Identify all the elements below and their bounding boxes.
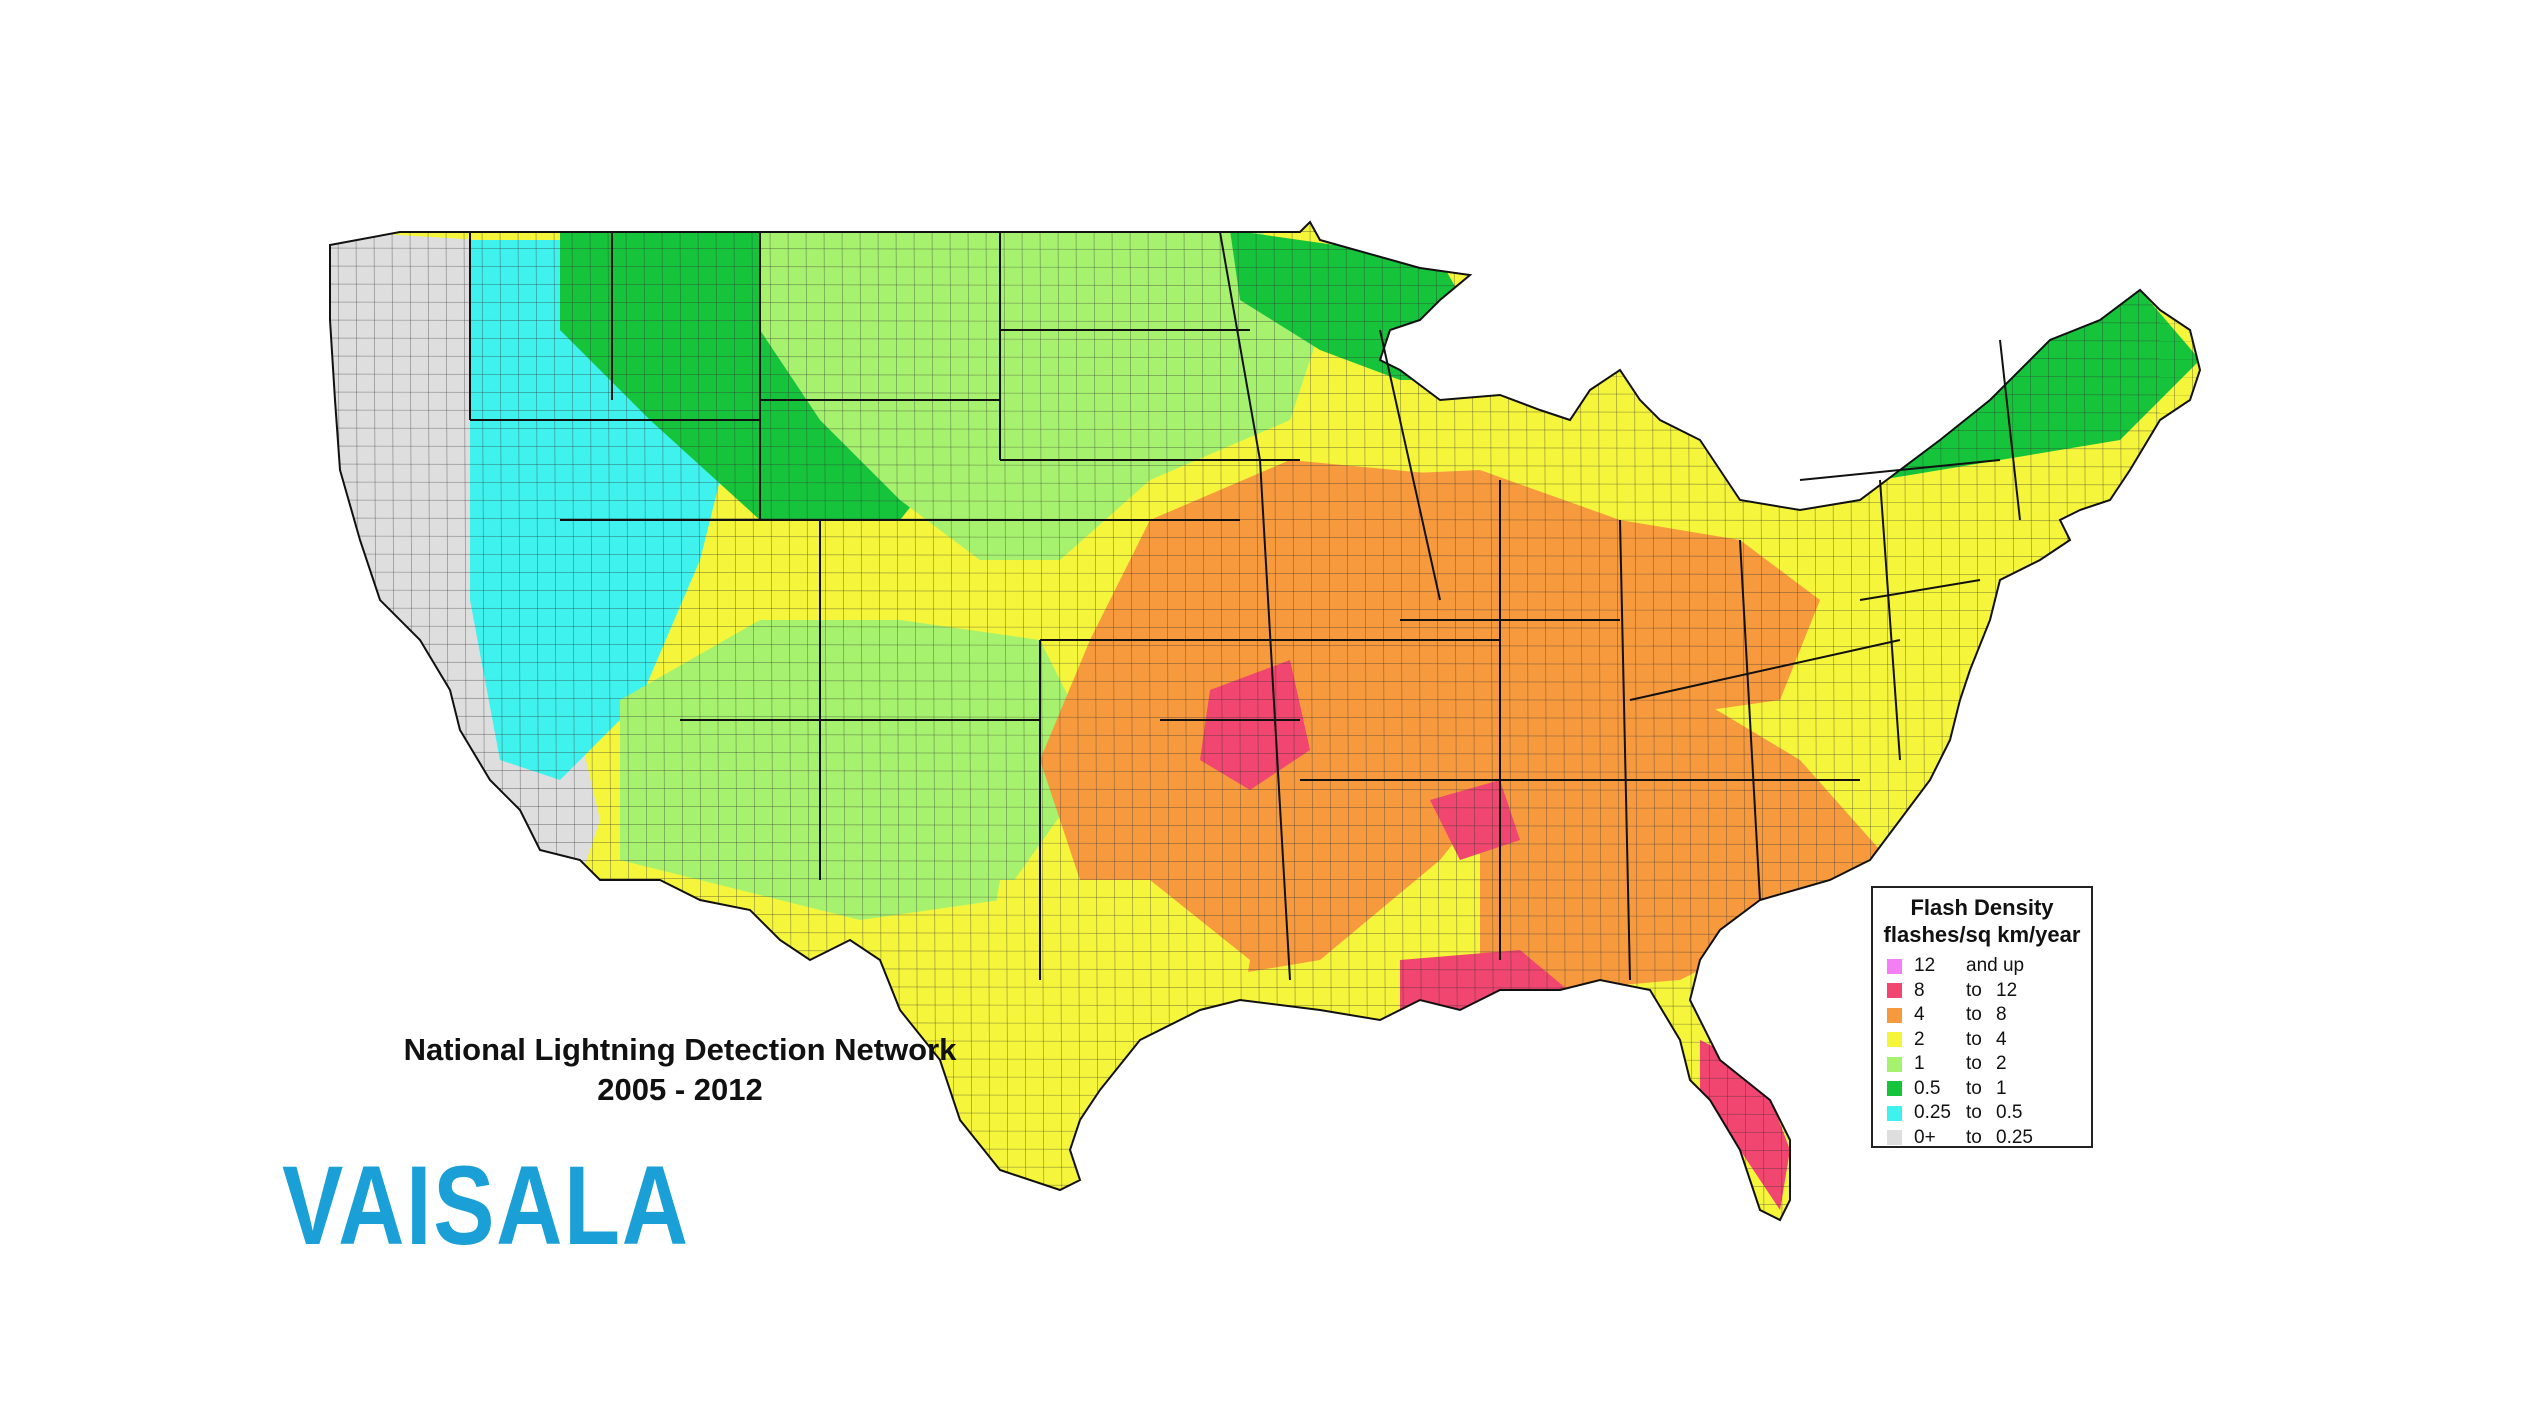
map-title-line1: National Lightning Detection Network — [403, 1032, 957, 1067]
state-border — [1379, 329, 1441, 601]
state-border — [1219, 231, 1261, 461]
legend-swatch — [1887, 1130, 1902, 1146]
legend-range-sep: to — [1966, 1077, 1982, 1099]
legend-item: 0+ to 0.25 — [1887, 1126, 2091, 1151]
legend-range-sep: to — [1966, 1102, 1982, 1124]
county-line — [1093, 222, 1099, 1220]
density-region — [760, 230, 1330, 560]
state-border — [1629, 639, 1901, 701]
legend-item: 4 to 8 — [1887, 1003, 2091, 1028]
legend-range-sep: to — [1966, 1126, 1982, 1148]
legend-range-high: 0.25 — [1996, 1126, 2033, 1148]
legend-range-low: 12 — [1914, 955, 1936, 977]
density-hotspot — [1270, 540, 1400, 620]
legend-swatch — [1887, 1007, 1902, 1023]
state-border — [1619, 519, 1631, 981]
county-line — [330, 805, 2200, 810]
legend-item: 1 to 2 — [1887, 1052, 2091, 1077]
legend-title-line1: Flash Density — [1910, 895, 2054, 920]
legend-range-sep: to — [1966, 1028, 1982, 1050]
legend-range-high: 4 — [1996, 1028, 2007, 1050]
county-line — [330, 733, 2200, 738]
legend-range-high: 12 — [1996, 979, 2018, 1001]
county-line — [330, 715, 2200, 720]
county-line — [330, 517, 2200, 522]
legend-items: 12 and up 8 to 12 4 to 8 2 to 4 1 to 2 0.5 to 1 0.25 to 0.5… — [1873, 954, 2091, 1150]
county-line — [330, 535, 2200, 540]
legend-range-sep: to — [1966, 1004, 1982, 1026]
county-line — [1057, 222, 1063, 1220]
county-line — [330, 607, 2200, 612]
legend-range-high: 0.5 — [1996, 1102, 2023, 1124]
county-line — [949, 222, 955, 1220]
legend-range-high: 1 — [1996, 1077, 2007, 1099]
legend-swatch — [1887, 1056, 1902, 1072]
density-region — [1260, 470, 1820, 720]
county-line — [330, 643, 2200, 648]
legend-item: 0.25 to 0.5 — [1887, 1101, 2091, 1126]
legend-range-sep: to — [1966, 979, 1982, 1001]
legend-range-low: 1 — [1914, 1053, 1925, 1075]
legend-range-low: 8 — [1914, 979, 1925, 1001]
county-line — [1003, 222, 1009, 1220]
map-title: National Lightning Detection Network 200… — [330, 1030, 1030, 1110]
state-border — [1879, 479, 1901, 761]
county-line — [330, 499, 2200, 504]
legend-range-low: 0+ — [1914, 1126, 1936, 1148]
county-line — [1111, 222, 1117, 1220]
legend-range-low: 4 — [1914, 1004, 1925, 1026]
county-line — [330, 679, 2200, 684]
state-border — [1999, 339, 2021, 521]
legend-range-low: 0.5 — [1914, 1077, 1941, 1099]
county-line — [330, 571, 2200, 576]
legend-swatch — [1887, 1081, 1902, 1097]
legend-item: 0.5 to 1 — [1887, 1077, 2091, 1102]
legend-swatch — [1887, 1105, 1902, 1121]
county-line — [330, 787, 2200, 792]
density-hotspot — [1430, 780, 1520, 860]
state-border — [1739, 539, 1761, 901]
legend-range-high: 2 — [1996, 1053, 2007, 1075]
legend-swatch — [1887, 958, 1902, 974]
density-region — [1700, 1040, 1790, 1210]
legend-swatch — [1887, 1032, 1902, 1048]
county-line — [1021, 222, 1027, 1220]
legend-range-high: 8 — [1996, 1004, 2007, 1026]
county-line — [330, 769, 2200, 774]
legend-item: 8 to 12 — [1887, 979, 2091, 1004]
legend-item: 12 and up — [1887, 954, 2091, 979]
county-line — [1075, 222, 1081, 1220]
county-line — [320, 220, 324, 1230]
map-title-line2: 2005 - 2012 — [597, 1072, 763, 1107]
county-line — [330, 661, 2200, 666]
county-line — [330, 553, 2200, 558]
density-hotspot — [1200, 660, 1310, 790]
legend-range-low: 0.25 — [1914, 1102, 1951, 1124]
legend-range-low: 2 — [1914, 1028, 1925, 1050]
county-line — [330, 625, 2200, 630]
legend-swatch — [1887, 983, 1902, 999]
legend-range-sep: and up — [1966, 955, 2025, 977]
county-line — [330, 697, 2200, 702]
legend-range-sep: to — [1966, 1053, 1982, 1075]
flash-density-legend: Flash Density flashes/sq km/year 12 and u… — [1871, 886, 2093, 1148]
county-line — [985, 222, 991, 1220]
county-line — [1039, 222, 1045, 1220]
density-region — [620, 620, 1100, 920]
legend-title: Flash Density flashes/sq km/year — [1873, 894, 2091, 948]
county-line — [330, 481, 2200, 486]
county-line — [967, 222, 973, 1220]
legend-title-line2: flashes/sq km/year — [1883, 922, 2081, 947]
vaisala-logo: VAISALA — [282, 1143, 690, 1268]
state-border — [1859, 579, 1981, 601]
legend-item: 2 to 4 — [1887, 1028, 2091, 1053]
